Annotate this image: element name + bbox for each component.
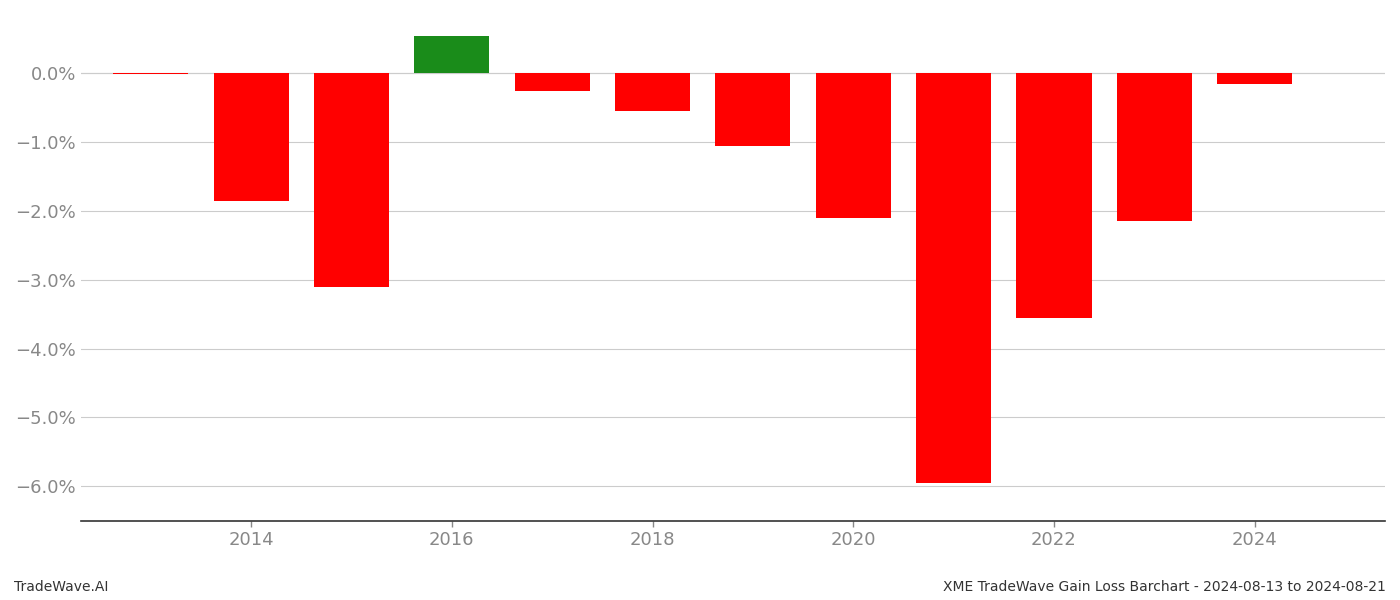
Bar xyxy=(916,73,991,483)
Bar xyxy=(816,73,890,218)
Bar xyxy=(214,73,288,201)
Bar xyxy=(1117,73,1191,221)
Bar xyxy=(615,73,690,112)
Bar xyxy=(414,35,490,73)
Text: TradeWave.AI: TradeWave.AI xyxy=(14,580,108,594)
Bar xyxy=(1217,73,1292,84)
Bar xyxy=(1016,73,1092,317)
Bar xyxy=(715,73,791,146)
Text: XME TradeWave Gain Loss Barchart - 2024-08-13 to 2024-08-21: XME TradeWave Gain Loss Barchart - 2024-… xyxy=(944,580,1386,594)
Bar xyxy=(515,73,589,91)
Bar xyxy=(314,73,389,287)
